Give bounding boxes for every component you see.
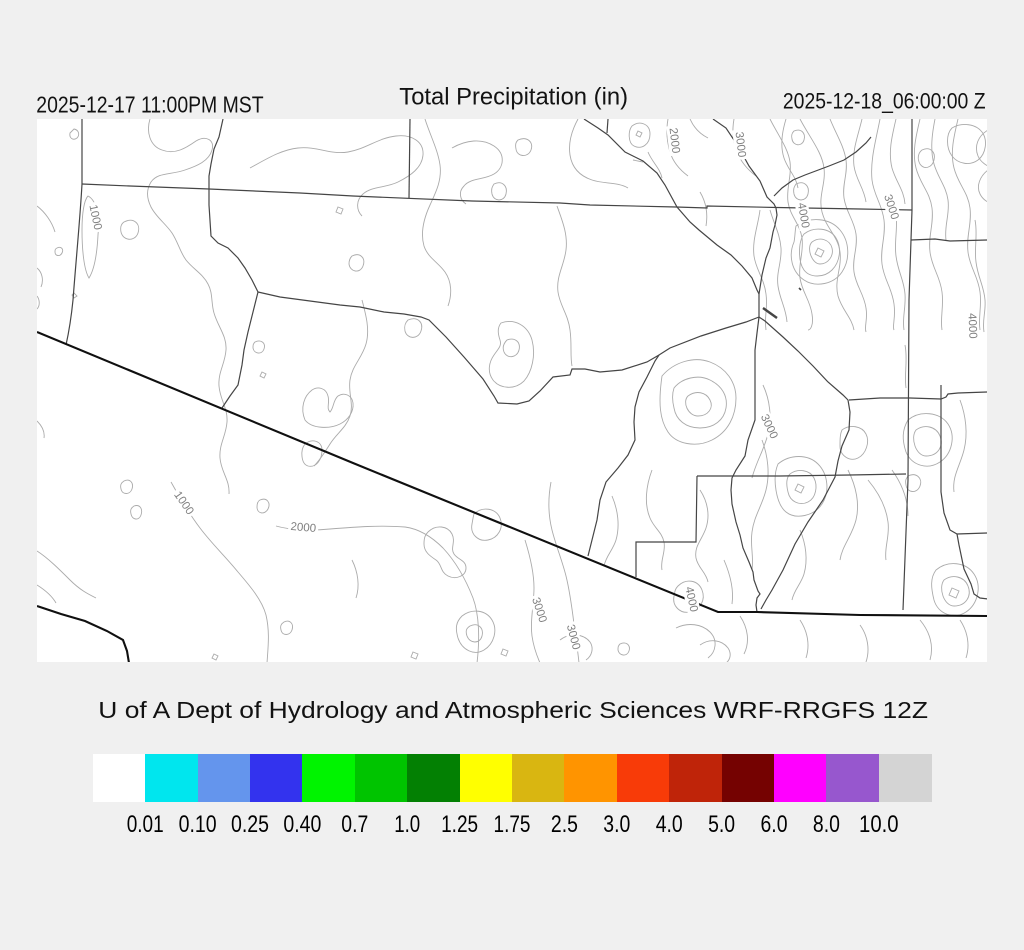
svg-text:3000: 3000 bbox=[732, 131, 747, 158]
svg-text:8.0: 8.0 bbox=[813, 811, 840, 838]
svg-text:1000: 1000 bbox=[86, 204, 103, 232]
svg-text:10.0: 10.0 bbox=[859, 811, 899, 838]
svg-text:0.7: 0.7 bbox=[341, 811, 368, 838]
svg-text:0.01: 0.01 bbox=[127, 811, 164, 838]
svg-text:4000: 4000 bbox=[966, 313, 979, 339]
svg-text:6.0: 6.0 bbox=[761, 811, 788, 838]
svg-text:0.25: 0.25 bbox=[231, 811, 269, 838]
svg-text:U of A Dept of Hydrology and A: U of A Dept of Hydrology and Atmospheric… bbox=[98, 697, 928, 723]
svg-text:5.0: 5.0 bbox=[708, 811, 735, 838]
svg-text:2025-12-18_06:00:00 Z: 2025-12-18_06:00:00 Z bbox=[783, 88, 986, 113]
svg-text:Total Precipitation (in): Total Precipitation (in) bbox=[399, 84, 628, 111]
svg-text:0.40: 0.40 bbox=[283, 811, 321, 838]
svg-text:1.0: 1.0 bbox=[394, 811, 420, 838]
svg-text:0.10: 0.10 bbox=[179, 811, 217, 838]
svg-text:2.5: 2.5 bbox=[551, 811, 578, 838]
svg-text:2025-12-17 11:00PM MST: 2025-12-17 11:00PM MST bbox=[36, 92, 263, 118]
svg-text:4000: 4000 bbox=[795, 202, 811, 229]
svg-text:1.75: 1.75 bbox=[494, 811, 531, 838]
svg-text:2000: 2000 bbox=[666, 127, 681, 154]
svg-text:3.0: 3.0 bbox=[603, 811, 630, 838]
svg-text:1.25: 1.25 bbox=[441, 811, 478, 838]
svg-text:4000: 4000 bbox=[682, 586, 699, 614]
svg-text:4.0: 4.0 bbox=[656, 811, 683, 838]
svg-text:2000: 2000 bbox=[290, 521, 317, 535]
